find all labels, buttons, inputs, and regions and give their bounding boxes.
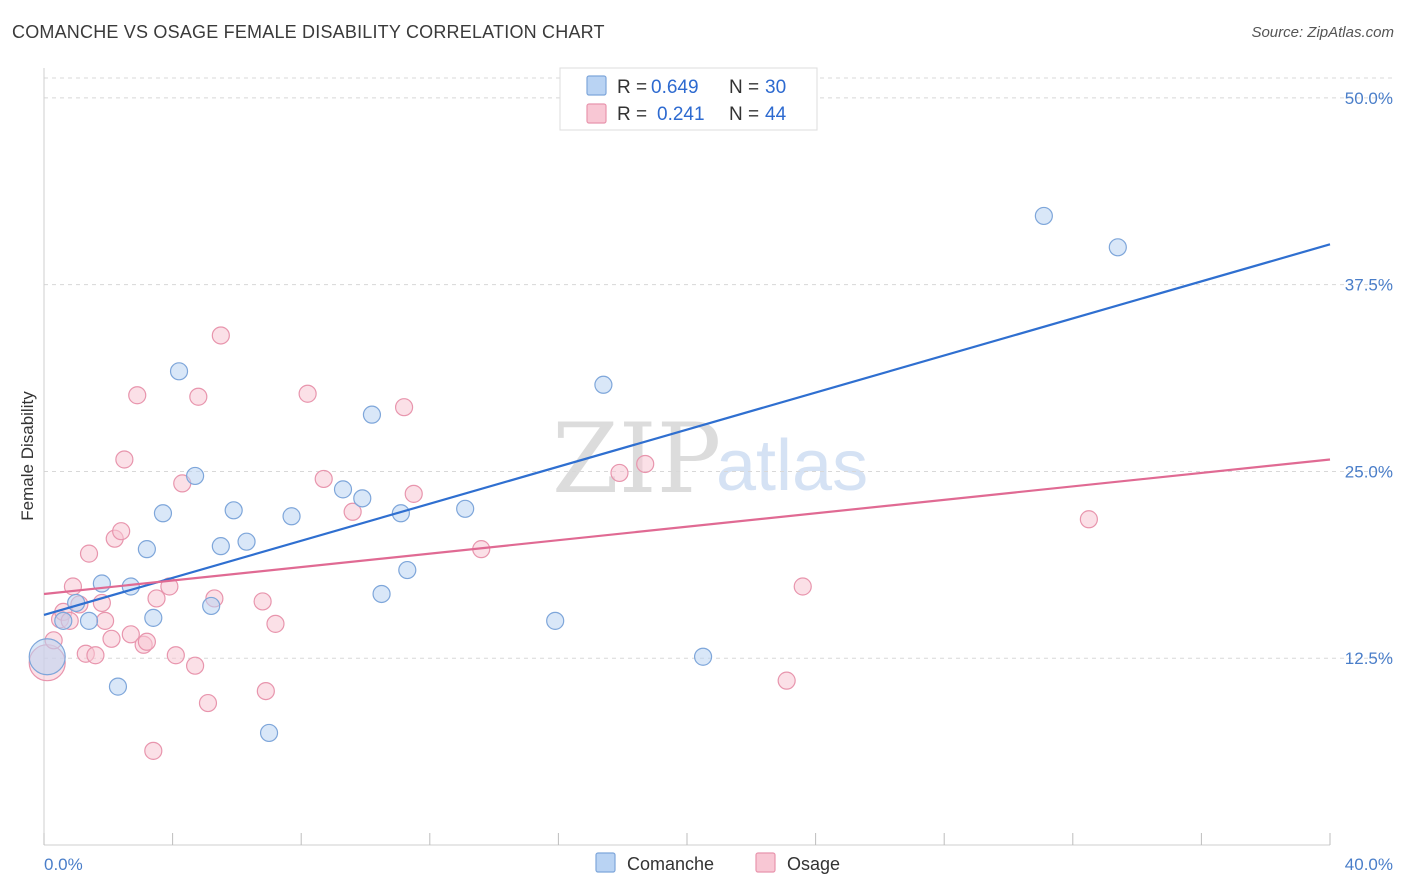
osage-point-31 — [256, 681, 275, 701]
osage-point-19 — [137, 632, 156, 651]
osage-point-33 — [298, 384, 317, 403]
osage-point-37 — [404, 484, 423, 503]
osage-point-32 — [266, 614, 285, 633]
y-tick-label-3: 50.0% — [1345, 89, 1393, 108]
comanche-point-19 — [353, 489, 372, 508]
legend-r-label-comanche: R = — [617, 77, 647, 98]
legend-swatch-osage — [586, 103, 607, 124]
osage-point-26 — [189, 387, 208, 406]
comanche-point-9 — [153, 504, 173, 523]
y-tick-label-0: 12.5% — [1345, 649, 1393, 668]
x-axis-ticks — [43, 833, 1331, 845]
comanche-point-28 — [1034, 206, 1053, 226]
comanche-point-5 — [108, 677, 128, 696]
source-credit: Source: ZipAtlas.com — [1251, 24, 1394, 41]
comanche-point-17 — [282, 507, 301, 526]
osage-point-25 — [186, 656, 205, 675]
comanche-point-0 — [28, 638, 66, 676]
osage-point-29 — [211, 326, 230, 345]
osage-point-39 — [610, 463, 629, 483]
comanche-point-26 — [594, 375, 613, 394]
comanche-point-11 — [186, 466, 205, 486]
trend-lines — [43, 243, 1331, 616]
comanche-point-18 — [333, 480, 353, 499]
legend-r-value-osage: 0.241 — [657, 104, 705, 125]
osage-points — [28, 326, 1098, 760]
comanche-point-16 — [259, 723, 279, 743]
osage-point-40 — [636, 454, 655, 474]
comanche-point-8 — [144, 608, 163, 627]
legend-n-value-comanche: 30 — [765, 77, 786, 98]
osage-point-23 — [166, 646, 185, 665]
comanche-point-7 — [137, 540, 156, 559]
comanche-point-12 — [202, 596, 221, 616]
comanche-point-20 — [362, 405, 382, 424]
comanche-point-24 — [456, 499, 475, 518]
series-legend-swatch-comanche — [595, 852, 616, 873]
osage-point-41 — [777, 671, 796, 690]
gridlines — [44, 77, 1392, 659]
osage-point-21 — [147, 589, 166, 608]
comanche-point-10 — [169, 362, 189, 381]
legend-n-value-osage: 44 — [765, 104, 787, 125]
x-tick-label-max: 40.0% — [1345, 855, 1393, 874]
osage-point-20 — [144, 741, 163, 760]
series-legend-label-comanche: Comanche — [627, 854, 714, 874]
comanche-point-3 — [79, 611, 99, 630]
y-axis-label: Female Disability — [18, 391, 37, 521]
comanche-point-22 — [391, 504, 410, 523]
osage-point-15 — [115, 450, 134, 469]
comanche-point-29 — [1108, 238, 1127, 257]
legend-r-label-osage: R = — [617, 104, 647, 125]
comanche-point-13 — [211, 537, 230, 556]
watermark-zip: ZIP — [552, 403, 721, 515]
series-legend-swatch-osage — [755, 852, 776, 873]
comanche-point-1 — [54, 611, 73, 630]
osage-point-17 — [128, 386, 147, 405]
osage-point-9 — [86, 646, 105, 665]
y-tick-label-1: 25.0% — [1345, 462, 1393, 481]
comanche-point-23 — [398, 560, 417, 580]
comanche-point-25 — [546, 611, 565, 630]
osage-point-8 — [79, 544, 99, 563]
osage-point-43 — [1079, 510, 1098, 529]
series-legend: Comanche Osage — [595, 852, 840, 874]
x-tick-label-min: 0.0% — [44, 855, 83, 874]
osage-point-27 — [198, 693, 218, 713]
osage-trend-line — [43, 458, 1331, 596]
legend-swatch-comanche — [586, 75, 607, 96]
legend: R = 0.649 N = 30 R = 0.241 N = 44 — [559, 67, 818, 131]
osage-point-12 — [102, 629, 121, 648]
osage-point-11 — [95, 611, 115, 630]
osage-point-30 — [253, 592, 272, 611]
comanche-point-15 — [237, 532, 256, 551]
osage-point-34 — [314, 469, 333, 489]
comanche-point-14 — [224, 501, 243, 520]
y-axis-tick-labels: 12.5% 25.0% 37.5% 50.0% — [1345, 89, 1393, 668]
legend-r-value-comanche: 0.649 — [651, 77, 699, 98]
comanche-point-21 — [372, 584, 391, 604]
series-legend-label-osage: Osage — [787, 854, 840, 874]
comanche-point-27 — [693, 647, 713, 666]
legend-n-label-comanche: N = — [729, 77, 759, 98]
legend-n-label-osage: N = — [729, 104, 759, 125]
osage-point-36 — [394, 398, 414, 417]
osage-point-16 — [121, 625, 140, 644]
comanche-trend-line — [43, 243, 1331, 616]
chart-title: COMANCHE VS OSAGE FEMALE DISABILITY CORR… — [12, 22, 605, 42]
osage-point-14 — [112, 522, 131, 541]
y-tick-label-2: 37.5% — [1345, 276, 1393, 295]
osage-point-42 — [793, 577, 812, 596]
osage-point-35 — [343, 502, 362, 521]
watermark-atlas: atlas — [716, 426, 868, 506]
comanche-points — [28, 206, 1127, 743]
